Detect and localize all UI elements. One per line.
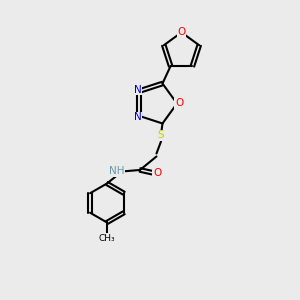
Text: O: O bbox=[153, 168, 161, 178]
Text: S: S bbox=[158, 130, 164, 140]
Text: NH: NH bbox=[109, 167, 124, 176]
Text: O: O bbox=[175, 98, 183, 109]
Text: N: N bbox=[134, 85, 141, 95]
Text: N: N bbox=[134, 112, 141, 122]
Text: CH₃: CH₃ bbox=[99, 234, 115, 243]
Text: O: O bbox=[177, 27, 186, 38]
